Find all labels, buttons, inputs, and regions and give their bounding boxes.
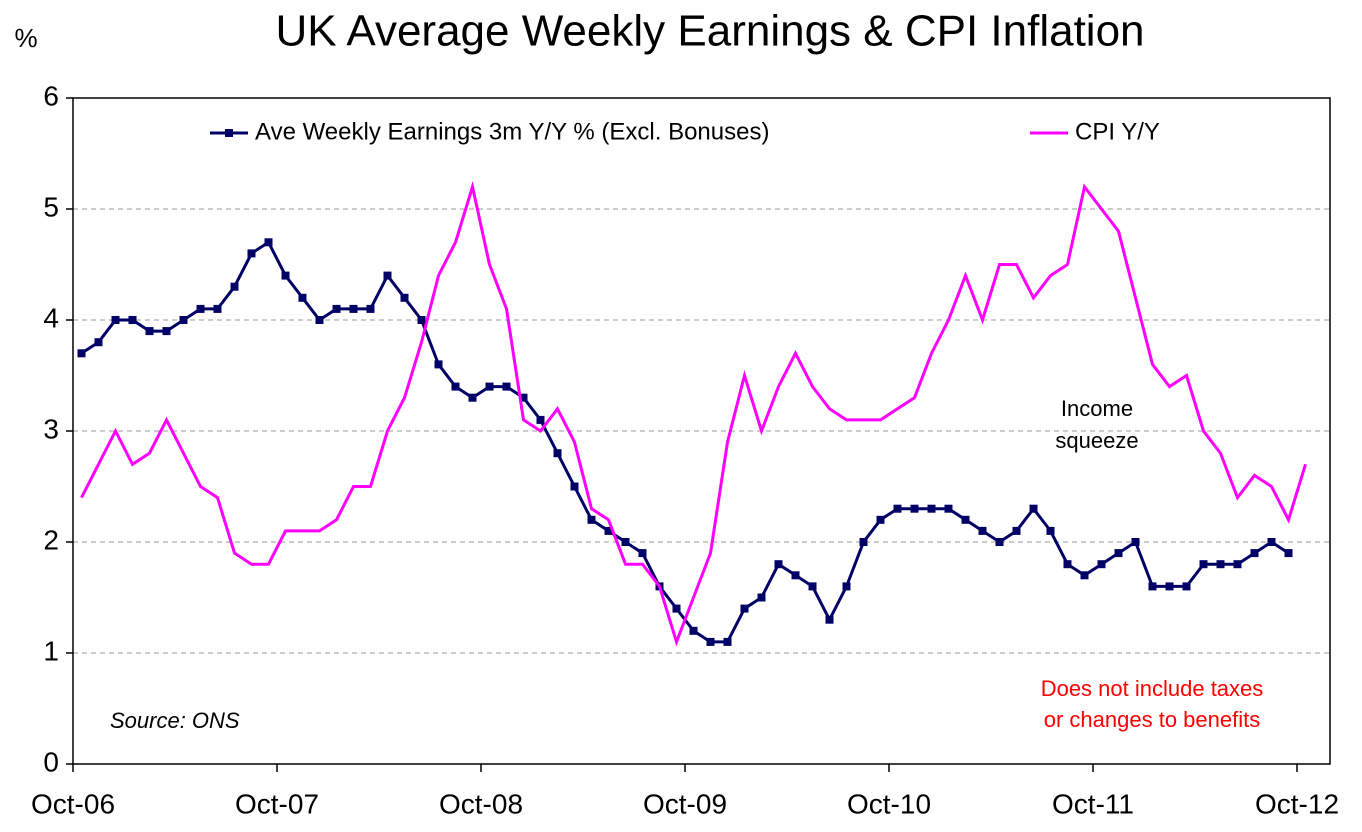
marker: [808, 582, 817, 591]
x-tick-label: Oct-11: [1052, 788, 1134, 819]
marker: [315, 316, 324, 324]
marker: [587, 515, 596, 524]
marker: [94, 338, 103, 347]
marker: [1012, 526, 1021, 535]
marker: [927, 504, 936, 513]
marker: [1046, 526, 1055, 535]
y-tick-label: 3: [43, 413, 59, 444]
marker: [162, 327, 171, 336]
marker: [1080, 571, 1089, 580]
marker: [910, 504, 919, 513]
marker: [757, 593, 766, 602]
marker: [400, 293, 409, 302]
annotation: Does not include taxes: [1041, 676, 1264, 701]
x-tick-label: Oct-12: [1255, 788, 1339, 819]
legend-marker: [225, 129, 233, 137]
marker: [604, 526, 613, 535]
marker: [1182, 582, 1191, 591]
marker: [247, 249, 256, 258]
marker: [638, 549, 647, 558]
marker: [706, 637, 715, 646]
marker: [213, 304, 222, 313]
marker: [196, 304, 205, 313]
y-tick-label: 4: [43, 302, 59, 333]
marker: [978, 526, 987, 535]
marker: [740, 604, 749, 613]
marker: [502, 382, 511, 391]
legend-label: CPI Y/Y: [1075, 118, 1160, 145]
marker: [1250, 549, 1259, 558]
marker: [434, 360, 443, 369]
marker: [417, 316, 426, 324]
marker: [1063, 560, 1072, 569]
marker: [451, 382, 460, 391]
marker: [723, 637, 732, 646]
series-line: [80, 180, 1307, 647]
marker: [1131, 538, 1140, 546]
marker: [281, 271, 290, 280]
marker: [689, 626, 698, 635]
y-tick-label: 0: [43, 746, 59, 777]
marker: [1114, 549, 1123, 558]
y-tick-label: 1: [43, 635, 59, 666]
marker: [553, 449, 562, 458]
marker: [944, 504, 953, 513]
marker: [111, 316, 120, 324]
marker: [961, 515, 970, 524]
x-tick-label: Oct-07: [235, 788, 319, 819]
annotation: or changes to benefits: [1044, 707, 1260, 732]
marker: [485, 382, 494, 391]
marker: [774, 560, 783, 569]
y-tick-label: 5: [43, 191, 59, 222]
marker: [842, 582, 851, 591]
x-tick-label: Oct-06: [31, 788, 115, 819]
marker: [179, 316, 188, 324]
x-tick-label: Oct-10: [847, 788, 931, 819]
marker: [893, 504, 902, 513]
marker: [519, 393, 528, 402]
marker: [1216, 560, 1225, 569]
annotation: squeeze: [1055, 428, 1138, 453]
marker: [536, 415, 545, 424]
marker: [1148, 582, 1157, 591]
marker: [298, 293, 307, 302]
marker: [468, 393, 477, 402]
plot-border: [72, 97, 1331, 765]
marker: [876, 515, 885, 524]
marker: [859, 538, 868, 546]
marker: [145, 327, 154, 336]
marker: [1233, 560, 1242, 569]
y-tick-label: 2: [43, 524, 59, 555]
y-tick-label: 6: [43, 80, 59, 111]
marker: [230, 282, 239, 291]
x-tick-label: Oct-08: [439, 788, 523, 819]
marker: [672, 604, 681, 613]
marker: [366, 304, 375, 313]
marker: [825, 615, 834, 624]
marker: [1029, 504, 1038, 513]
marker: [1097, 560, 1106, 569]
annotation: Source: ONS: [110, 708, 240, 733]
marker: [349, 304, 358, 313]
marker: [1165, 582, 1174, 591]
marker: [1199, 560, 1208, 569]
marker: [1267, 538, 1276, 546]
legend-label: Ave Weekly Earnings 3m Y/Y % (Excl. Bonu…: [255, 118, 769, 145]
x-tick-label: Oct-09: [643, 788, 727, 819]
marker: [995, 538, 1004, 546]
marker: [570, 482, 579, 491]
annotation: Income: [1061, 396, 1133, 421]
marker: [1284, 549, 1293, 558]
marker: [791, 571, 800, 580]
marker: [332, 304, 341, 313]
y-axis-label: %: [14, 23, 37, 53]
marker: [77, 349, 86, 358]
chart-title: UK Average Weekly Earnings & CPI Inflati…: [275, 7, 1144, 56]
marker: [128, 316, 137, 324]
marker: [264, 238, 273, 247]
marker: [621, 538, 630, 546]
marker: [383, 271, 392, 280]
